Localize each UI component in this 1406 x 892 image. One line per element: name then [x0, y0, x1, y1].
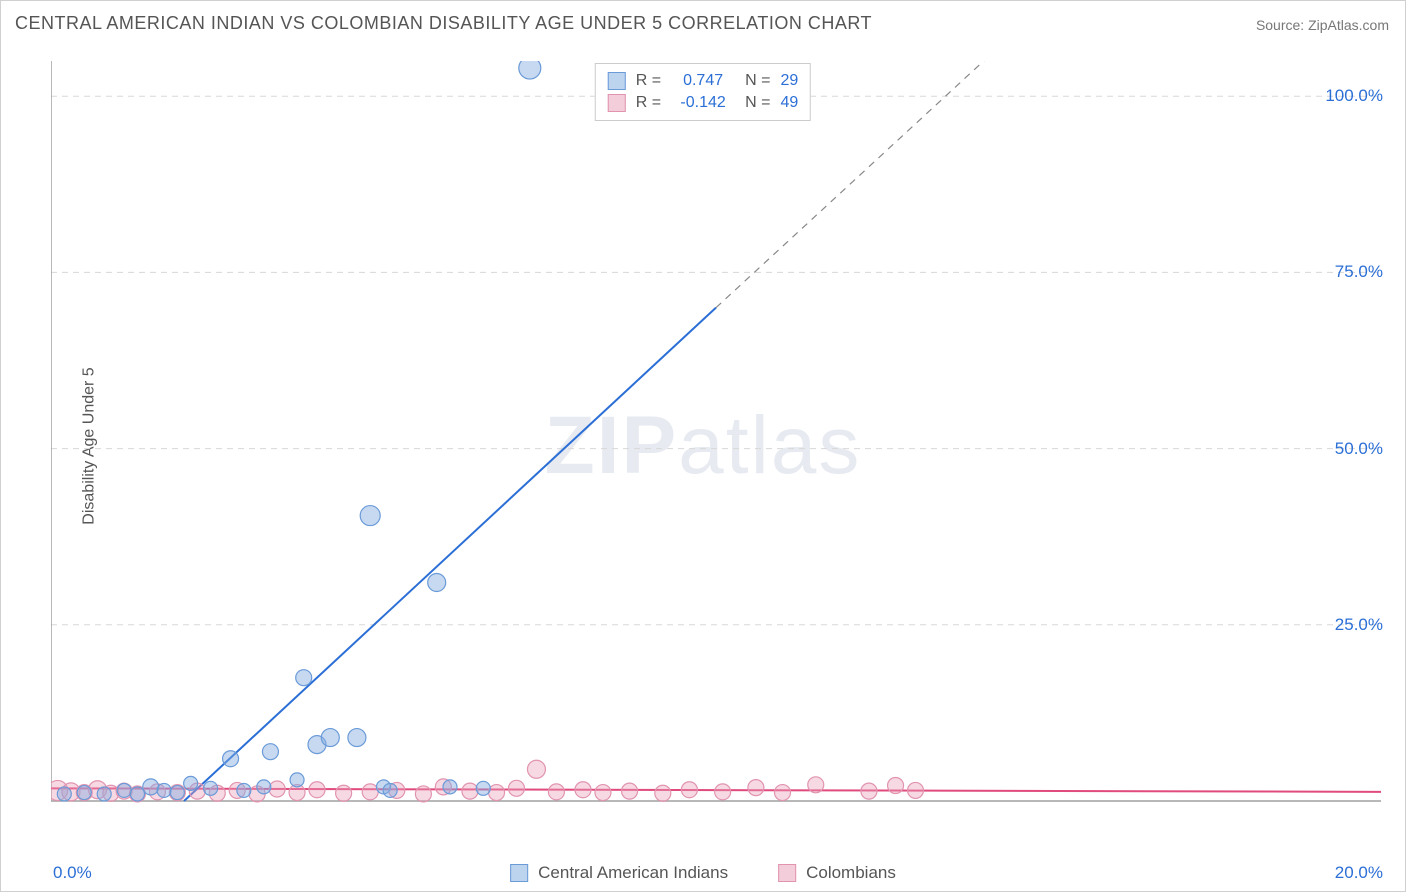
n-label: N =: [745, 94, 770, 112]
correlation-legend: R = 0.747 N = 29 R = -0.142 N = 49: [595, 63, 811, 121]
y-tick-label: 75.0%: [1335, 262, 1383, 282]
source-label: Source: ZipAtlas.com: [1256, 17, 1389, 33]
r-label: R =: [636, 94, 661, 112]
n-value-0: 29: [780, 72, 798, 90]
y-tick-label: 25.0%: [1335, 615, 1383, 635]
legend-swatch-1: [608, 94, 626, 112]
x-tick-max: 20.0%: [1335, 863, 1383, 883]
legend-label-1: Colombians: [806, 863, 896, 883]
y-tick-label: 100.0%: [1325, 86, 1383, 106]
legend-label-0: Central American Indians: [538, 863, 728, 883]
y-tick-label: 50.0%: [1335, 439, 1383, 459]
x-tick-min: 0.0%: [53, 863, 92, 883]
r-value-1: -0.142: [671, 94, 735, 112]
series-legend: Central American Indians Colombians: [510, 863, 896, 883]
r-label: R =: [636, 72, 661, 90]
legend-item-1: Colombians: [778, 863, 896, 883]
n-value-1: 49: [780, 94, 798, 112]
chart-container: CENTRAL AMERICAN INDIAN VS COLOMBIAN DIS…: [0, 0, 1406, 892]
r-value-0: 0.747: [671, 72, 735, 90]
scatter-plot: [51, 61, 1381, 831]
legend-swatch-0: [608, 72, 626, 90]
legend-swatch-1b: [778, 864, 796, 882]
legend-swatch-0b: [510, 864, 528, 882]
legend-row-0: R = 0.747 N = 29: [608, 70, 798, 92]
legend-row-1: R = -0.142 N = 49: [608, 92, 798, 114]
n-label: N =: [745, 72, 770, 90]
chart-title: CENTRAL AMERICAN INDIAN VS COLOMBIAN DIS…: [15, 13, 872, 34]
legend-item-0: Central American Indians: [510, 863, 728, 883]
